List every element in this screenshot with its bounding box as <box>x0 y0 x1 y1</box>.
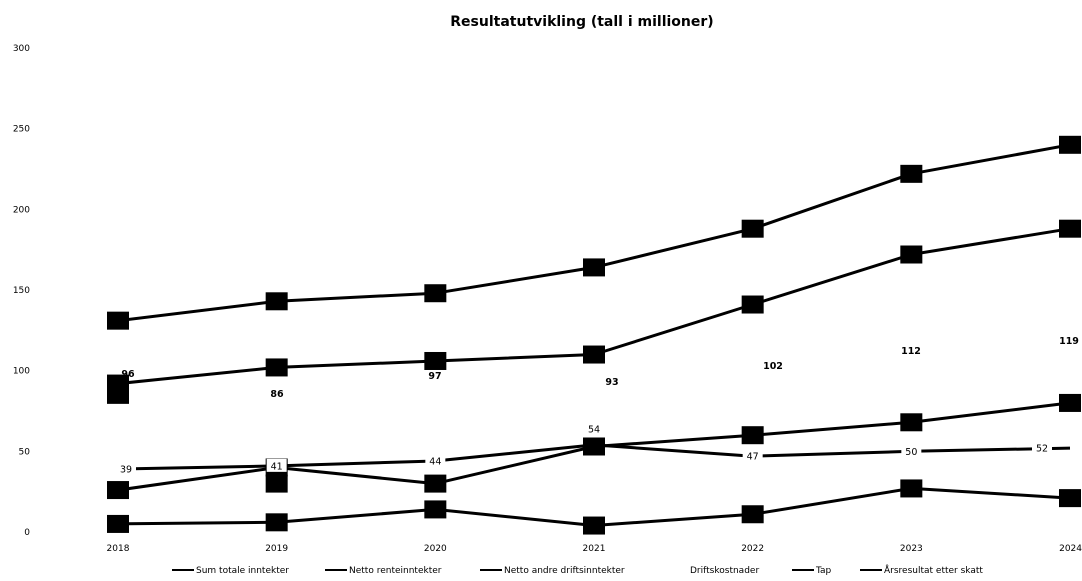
data-label: 93 <box>605 377 618 388</box>
data-label: 112 <box>901 346 921 357</box>
data-label: 44 <box>429 457 441 468</box>
data-point-marker <box>1059 489 1081 508</box>
legend-item: Driftskostnader <box>690 566 759 576</box>
data-label: 50 <box>905 447 917 458</box>
data-point-marker <box>900 413 923 432</box>
y-tick-label: 200 <box>13 205 30 215</box>
data-point-marker <box>424 284 447 303</box>
y-tick-label: 300 <box>13 44 30 54</box>
y-axis: 0 50 100 150 200 250 300 <box>13 44 30 538</box>
data-label-bg <box>584 421 604 435</box>
legend-label: Årsresultat etter skatt <box>884 564 983 576</box>
x-tick-label: 2021 <box>583 544 606 554</box>
data-label: 54 <box>588 424 600 435</box>
data-point-marker <box>107 311 129 330</box>
data-label-bg <box>742 449 763 463</box>
data-point-marker <box>583 258 605 277</box>
legend-item: Sum totale inntekter <box>172 566 289 576</box>
data-point-marker <box>107 385 129 404</box>
data-label: 39 <box>120 465 132 476</box>
data-label: 96 <box>121 369 135 380</box>
data-label: 47 <box>747 452 759 463</box>
data-labels: 39 41 44 54 47 50 52 96 86 97 93 102 112 119 <box>116 336 1079 476</box>
x-tick-label: 2023 <box>900 544 923 554</box>
chart-title: Resultatutvikling (tall i millioner) <box>450 14 713 30</box>
legend: Sum totale inntekter Netto renteinntekter… <box>172 564 983 576</box>
data-label-bg <box>425 454 446 468</box>
x-tick-label: 2024 <box>1059 544 1082 554</box>
data-label-bg <box>901 444 922 458</box>
data-point-marker <box>265 474 288 493</box>
legend-item: Årsresultat etter skatt <box>860 564 983 576</box>
series-0 <box>107 135 1081 330</box>
y-tick-label: 250 <box>13 125 30 135</box>
series-layer <box>107 135 1081 535</box>
legend-label: Netto andre driftsinntekter <box>504 566 625 576</box>
data-label: 97 <box>428 371 441 382</box>
data-point-marker <box>583 345 605 364</box>
data-point-marker <box>583 437 605 456</box>
data-point-marker <box>424 474 447 493</box>
data-label-bg <box>266 458 287 472</box>
y-tick-label: 100 <box>13 367 30 377</box>
data-point-marker <box>900 245 923 264</box>
legend-item: Tap <box>792 566 832 576</box>
series-5 <box>107 385 288 493</box>
series-4 <box>107 393 1081 500</box>
data-point-marker <box>741 505 764 524</box>
data-label-bg <box>116 462 136 476</box>
legend-item: Netto andre driftsinntekter <box>480 566 625 576</box>
data-point-marker <box>424 351 447 370</box>
data-point-marker <box>900 164 923 183</box>
series-2 <box>107 479 1081 535</box>
data-point-marker <box>900 479 923 498</box>
legend-item: Netto renteinntekter <box>325 566 442 576</box>
data-label: 52 <box>1036 444 1048 455</box>
x-tick-label: 2022 <box>741 544 764 554</box>
y-tick-label: 50 <box>19 447 31 457</box>
data-label: 119 <box>1059 336 1079 347</box>
legend-label: Sum totale inntekter <box>196 566 289 576</box>
data-point-marker <box>741 295 764 314</box>
data-label: 41 <box>271 461 283 472</box>
data-point-marker <box>741 426 764 445</box>
data-label: 102 <box>763 361 783 372</box>
data-point-marker <box>107 481 129 500</box>
y-tick-label: 150 <box>13 286 30 296</box>
data-point-marker <box>1059 219 1081 238</box>
data-point-marker <box>265 513 288 532</box>
data-point-marker <box>741 219 764 238</box>
x-tick-label: 2020 <box>424 544 447 554</box>
x-axis: 2018 2019 2020 2021 2022 2023 2024 <box>107 544 1082 554</box>
data-label-bg <box>1032 441 1052 455</box>
series-1 <box>107 219 1081 393</box>
data-point-marker <box>265 292 288 311</box>
y-tick-label: 0 <box>24 528 30 538</box>
data-point-marker <box>583 516 605 535</box>
x-tick-label: 2019 <box>265 544 288 554</box>
data-point-marker <box>265 358 288 377</box>
data-point-marker <box>424 500 447 519</box>
data-label: 86 <box>270 389 284 400</box>
data-point-marker <box>1059 135 1081 154</box>
data-point-marker <box>1059 393 1081 412</box>
data-point-marker <box>107 514 129 533</box>
legend-label: Netto renteinntekter <box>349 566 442 576</box>
series-line <box>117 143 1071 323</box>
x-tick-label: 2018 <box>107 544 130 554</box>
legend-label: Driftskostnader <box>690 566 759 576</box>
legend-label: Tap <box>815 566 832 576</box>
